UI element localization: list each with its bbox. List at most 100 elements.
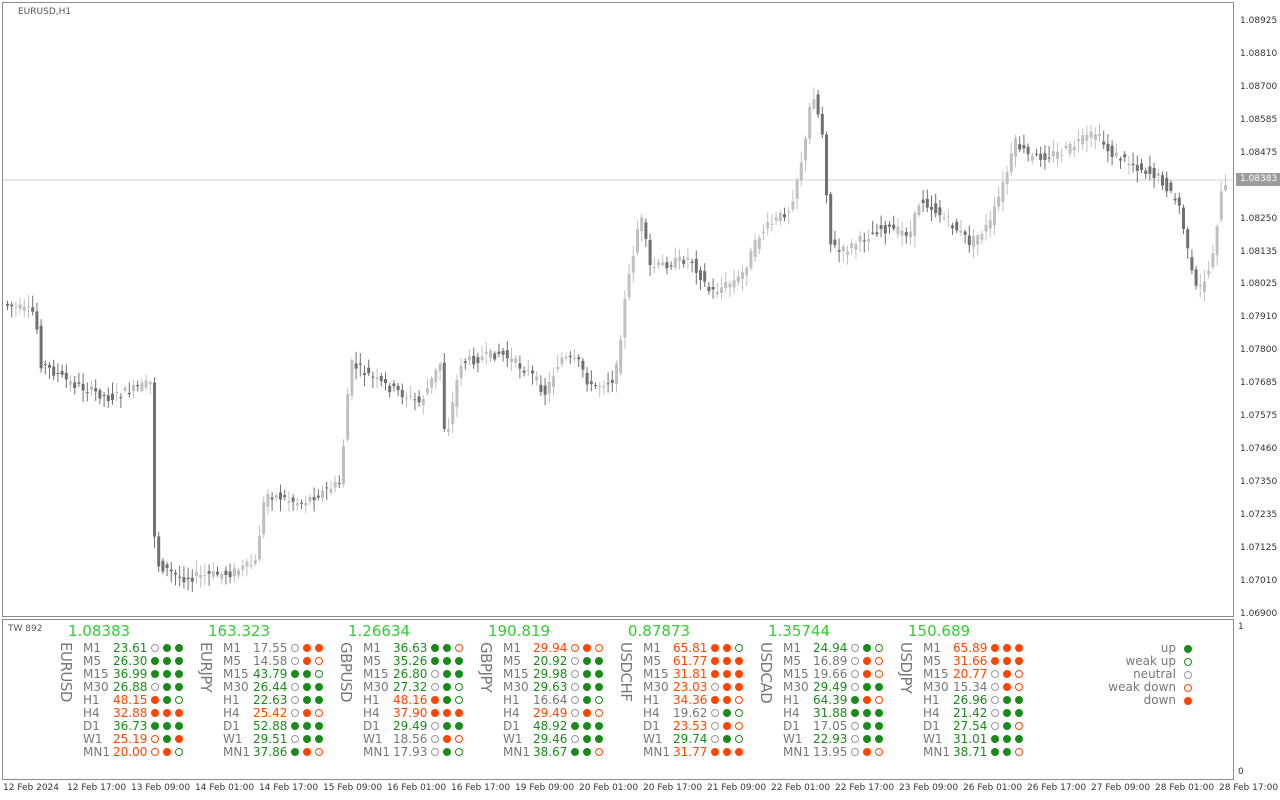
candle-body: [430, 378, 434, 388]
price-axis-label: 1.07575: [1240, 411, 1278, 421]
candle-body: [862, 240, 866, 242]
timeframe-label: H4: [83, 706, 100, 720]
candle-body: [762, 231, 765, 234]
pair-name: EURJPY: [197, 642, 215, 693]
status-dot-up: [163, 670, 171, 678]
candle-body: [211, 571, 215, 577]
status-dot-up: [163, 683, 171, 691]
status-dot-up: [1003, 735, 1011, 743]
status-dot-up: [303, 722, 311, 730]
candle-body: [447, 428, 450, 432]
status-dot-neutral: [431, 670, 439, 678]
price-axis-label: 1.08585: [1240, 115, 1278, 125]
candle-body: [669, 265, 673, 267]
candle-body: [556, 366, 560, 370]
candle-body: [1093, 134, 1097, 141]
candle-body: [976, 235, 980, 245]
timeframe-value: 17.93: [393, 745, 428, 759]
timeframe-value: 38.71: [953, 745, 988, 759]
price-chart-pane[interactable]: EURUSD,H1: [2, 2, 1234, 617]
price-axis-label: 1.07460: [1240, 444, 1278, 454]
candle-body: [157, 536, 161, 567]
timeframe-value: 23.53: [673, 719, 708, 733]
candle-body: [291, 497, 295, 502]
candlestick-series: [3, 87, 1233, 592]
status-dot-neutral: [571, 683, 579, 691]
candle-body: [216, 571, 219, 575]
status-dot-neutral: [711, 683, 719, 691]
timeframe-label: H4: [363, 706, 380, 720]
candle-body: [581, 360, 585, 370]
candle-body: [1144, 170, 1148, 174]
candle-body: [77, 382, 81, 384]
candle-body: [1047, 157, 1051, 159]
candle-body: [938, 207, 942, 216]
timeframe-label: M30: [923, 680, 949, 694]
timeframe-value: 29.51: [253, 732, 288, 746]
candle-body: [522, 370, 526, 373]
status-dot-neutral: [291, 644, 299, 652]
status-dot-neutral: [571, 657, 579, 665]
status-dot-weak-down: [315, 748, 323, 756]
candle-body: [1102, 141, 1106, 145]
pair-block-eurusd: 1.08383 EURUSD M1 23.61 M5 26.30 M15 36.99 M30 26…: [57, 622, 208, 762]
indicator-axis-bottom: 0: [1238, 767, 1244, 777]
timeframe-value: 26.88: [113, 680, 148, 694]
indicator-pane[interactable]: TW 892: [2, 619, 1234, 780]
timeframe-value: 65.81: [673, 641, 708, 655]
legend-dot-down: [1184, 697, 1192, 705]
status-dot-neutral: [711, 722, 719, 730]
candle-body: [321, 490, 324, 498]
pair-price: 1.35744: [768, 622, 831, 640]
candle-body: [195, 572, 198, 577]
timeframe-label: M1: [783, 641, 801, 655]
status-dot-down: [723, 644, 731, 652]
candle-body: [438, 363, 442, 372]
status-dot-weak-up: [735, 709, 743, 717]
timeframe-value: 29.49: [393, 719, 428, 733]
timeframe-value: 23.03: [673, 680, 708, 694]
candle-body: [342, 446, 345, 485]
status-dot-weak-down: [1015, 670, 1023, 678]
status-dot-neutral: [431, 722, 439, 730]
price-axis-label: 1.08475: [1240, 148, 1278, 158]
status-dot-up: [443, 696, 451, 704]
status-dot-up: [443, 748, 451, 756]
timeframe-value: 38.67: [533, 745, 568, 759]
status-dot-down: [711, 644, 719, 652]
candle-body: [405, 397, 408, 399]
candle-body: [94, 388, 98, 392]
status-dot-down: [1003, 657, 1011, 665]
status-dot-neutral: [991, 683, 999, 691]
timeframe-value: 29.98: [533, 667, 568, 681]
time-axis-label: 15 Feb 09:00: [323, 783, 383, 793]
status-dot-down: [1015, 657, 1023, 665]
timeframe-value: 31.81: [673, 667, 708, 681]
timeframe-value: 23.61: [113, 641, 148, 655]
candle-body: [1081, 135, 1085, 145]
candle-body: [829, 194, 833, 245]
status-dot-up: [863, 644, 871, 652]
candle-body: [1068, 143, 1072, 154]
candle-body: [993, 206, 996, 226]
timeframe-value: 20.92: [533, 654, 568, 668]
status-dot-down: [863, 696, 871, 704]
status-dot-up: [291, 748, 299, 756]
candle-body: [161, 560, 165, 572]
timeframe-label: M1: [363, 641, 381, 655]
candle-body: [396, 385, 400, 391]
timeframe-label: MN1: [363, 745, 390, 759]
timeframe-value: 29.49: [533, 706, 568, 720]
status-dot-down: [431, 696, 439, 704]
timeframe-label: M5: [503, 654, 521, 668]
timeframe-value: 25.42: [253, 706, 288, 720]
status-dot-neutral: [431, 683, 439, 691]
timeframe-value: 22.93: [813, 732, 848, 746]
time-axis-label: 20 Feb 17:00: [643, 783, 703, 793]
candle-body: [186, 577, 190, 580]
timeframe-label: W1: [643, 732, 663, 746]
candle-body: [258, 535, 261, 560]
candle-body: [354, 363, 358, 369]
status-dot-weak-up: [455, 696, 463, 704]
timeframe-label: M15: [643, 667, 669, 681]
